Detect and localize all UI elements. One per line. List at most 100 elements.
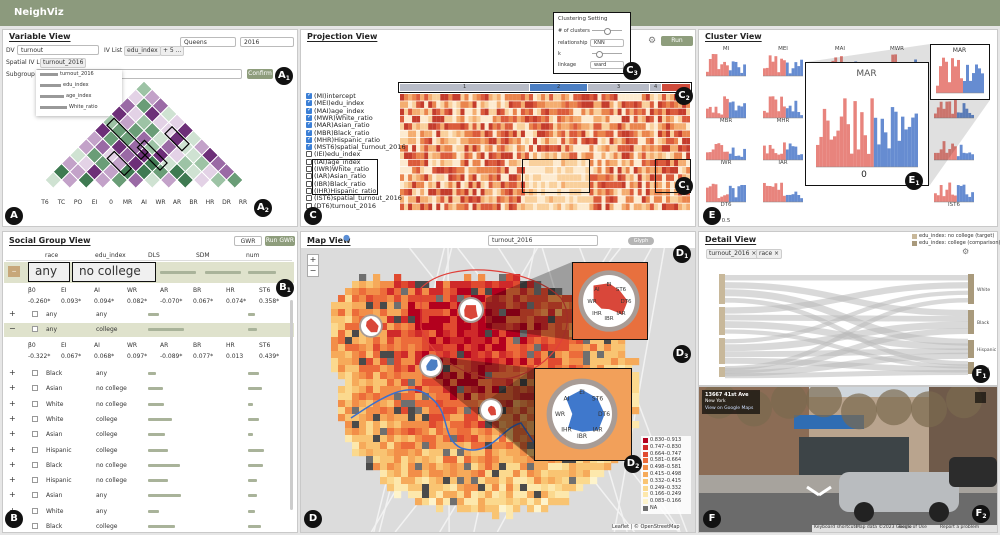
heat-cell	[512, 145, 517, 152]
row-checkbox[interactable]	[32, 523, 38, 529]
checkbox[interactable]: ✓	[306, 113, 312, 121]
checkbox[interactable]: ✓	[306, 128, 312, 136]
year-select[interactable]: 2016	[240, 37, 294, 47]
dropdown-item[interactable]: edu_index	[63, 82, 89, 88]
checkbox[interactable]	[306, 151, 312, 158]
checkbox[interactable]: ✓	[306, 142, 312, 151]
matrix-cell	[94, 155, 111, 172]
dropdown-item[interactable]: age_index	[66, 93, 92, 99]
cluster-segment[interactable]	[530, 84, 587, 91]
heat-cell	[678, 196, 683, 203]
street-info: 13667 41st Ave New York View on Google Map…	[702, 390, 760, 414]
race-cell: Hispanic	[46, 446, 72, 454]
heat-cell	[492, 181, 497, 189]
row-checkbox[interactable]	[32, 507, 38, 514]
row-checkbox[interactable]	[32, 431, 38, 438]
expand-icon[interactable]: +	[9, 490, 16, 500]
expand-icon[interactable]: +	[9, 413, 16, 423]
row-checkbox[interactable]	[32, 492, 38, 499]
glyph-toggle[interactable]: Glyph	[628, 237, 654, 245]
relationship-select[interactable]: KNN	[590, 39, 624, 47]
dropdown[interactable]: turnout_2016 edu_index age_index White_rati…	[36, 70, 122, 116]
filter-tag[interactable]: turnout_2016 ×	[706, 249, 760, 259]
map-tract	[380, 344, 388, 352]
slider-knob[interactable]	[604, 28, 611, 35]
expand-icon[interactable]: +	[9, 383, 16, 393]
row-checkbox[interactable]	[32, 477, 38, 484]
expand-icon[interactable]: +	[9, 444, 16, 454]
expand-icon[interactable]: +	[9, 309, 16, 318]
matrix-cell	[135, 114, 153, 131]
settings-gear[interactable]: ⚙	[648, 36, 657, 46]
spatial-tag[interactable]: turnout_2016	[40, 58, 87, 68]
dropdown-item[interactable]: turnout_2016	[60, 71, 94, 77]
footer-text[interactable]: Keyboard shortcuts	[814, 525, 858, 530]
heat-cell	[678, 108, 683, 116]
footer-text[interactable]: Terms of Use	[898, 525, 927, 530]
dv-select[interactable]: turnout	[17, 45, 99, 55]
row-checkbox[interactable]	[32, 311, 38, 317]
heat-cell	[480, 101, 485, 108]
histogram-bar	[711, 149, 715, 160]
map-tract	[429, 295, 437, 303]
row-checkbox[interactable]	[32, 326, 38, 332]
map-tract	[457, 330, 465, 338]
checkbox[interactable]: ✓	[306, 135, 312, 143]
fullscreen-button[interactable]	[975, 392, 986, 403]
cluster-segment[interactable]	[650, 84, 661, 91]
cluster-segment[interactable]	[400, 84, 529, 91]
checkbox[interactable]: ✓	[306, 91, 312, 99]
expand-icon[interactable]: +	[9, 398, 16, 408]
linkage-select[interactable]: ward	[590, 61, 624, 69]
footer-text[interactable]: Report a problem	[940, 525, 980, 530]
row-checkbox[interactable]	[32, 461, 38, 468]
map-tract	[527, 295, 535, 303]
expand-icon[interactable]: +	[9, 459, 16, 469]
checkbox[interactable]	[306, 158, 312, 165]
heat-cell	[516, 196, 521, 203]
cluster-segment[interactable]	[588, 84, 649, 91]
clustering-settings[interactable]: Clustering Setting # of clusters relations…	[553, 12, 631, 74]
map-tract	[408, 358, 416, 366]
run-cluster-button[interactable]: Run cluster	[661, 36, 693, 54]
map-tract	[499, 414, 507, 422]
region-select[interactable]: Queens	[180, 37, 236, 47]
zoom-in[interactable]: +	[307, 254, 319, 266]
collapse-icon[interactable]: −	[8, 266, 20, 277]
map-tract	[373, 379, 381, 387]
iv-tag[interactable]: + 5 ...	[160, 46, 185, 56]
row-checkbox[interactable]	[32, 446, 38, 453]
slider-knob[interactable]	[596, 51, 603, 58]
checkbox[interactable]	[306, 166, 312, 172]
variable-select[interactable]: turnout_2016	[488, 235, 598, 246]
checkbox[interactable]	[306, 180, 312, 187]
run-gwr-button[interactable]: Run GWR	[265, 236, 295, 246]
checkbox[interactable]	[306, 195, 312, 202]
expand-icon[interactable]: +	[9, 475, 16, 485]
heat-cell	[641, 203, 646, 211]
zoom-out[interactable]: −	[307, 265, 319, 277]
street-link[interactable]: View on Google Maps	[705, 406, 754, 411]
iv-tag[interactable]: edu_index	[124, 46, 161, 56]
checkbox[interactable]: ✓	[306, 98, 312, 107]
checkbox[interactable]	[306, 173, 312, 180]
confirm-button[interactable]: Confirm	[247, 69, 273, 79]
gwr-button[interactable]: GWR	[234, 236, 262, 246]
heat-cell	[605, 101, 610, 108]
expand-icon[interactable]: +	[9, 368, 16, 377]
expand-icon[interactable]: −	[9, 324, 16, 333]
row-checkbox[interactable]	[32, 370, 38, 376]
settings-gear[interactable]: ⚙	[962, 247, 970, 256]
row-checkbox[interactable]	[32, 400, 38, 407]
heat-cell	[565, 152, 570, 159]
checkbox[interactable]: ✓	[306, 106, 312, 114]
checkbox[interactable]: ✓	[306, 120, 312, 129]
filter-tag[interactable]: race ×	[756, 249, 783, 259]
row-checkbox[interactable]	[32, 385, 38, 392]
row-checkbox[interactable]	[32, 415, 38, 422]
checkbox[interactable]	[306, 187, 312, 194]
expand-icon[interactable]: +	[9, 429, 16, 439]
dropdown-item[interactable]: White_ratio	[69, 104, 98, 110]
annotation-letter: C	[309, 210, 317, 221]
heat-cell	[476, 181, 481, 189]
